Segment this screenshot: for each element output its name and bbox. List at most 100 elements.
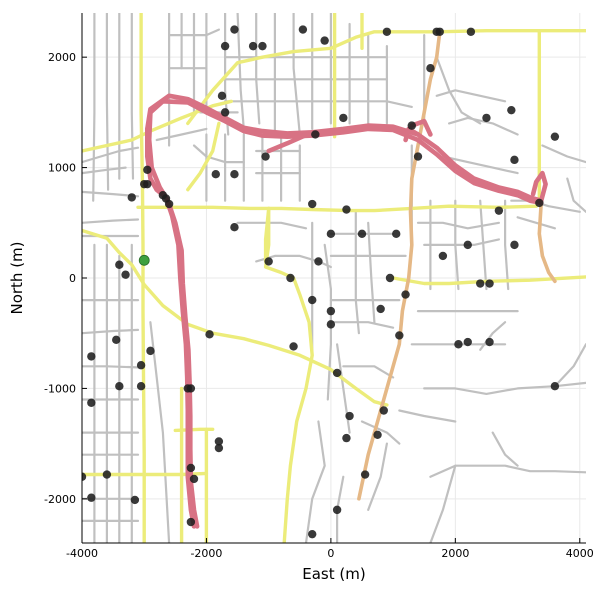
data-point-35 bbox=[143, 165, 152, 174]
local-road-14 bbox=[105, 13, 110, 191]
local-road-30 bbox=[236, 13, 245, 130]
data-point-72 bbox=[379, 406, 388, 415]
highway-road-7 bbox=[266, 130, 315, 154]
local-road-80 bbox=[541, 144, 586, 164]
data-point-25 bbox=[463, 337, 472, 347]
data-point-28 bbox=[413, 152, 423, 161]
local-road-3 bbox=[82, 218, 140, 224]
data-point-86 bbox=[360, 470, 370, 479]
highway-road-5 bbox=[403, 126, 421, 143]
data-point-15 bbox=[550, 132, 560, 141]
data-point-76 bbox=[186, 463, 196, 473]
data-point-0 bbox=[217, 91, 227, 101]
data-point-30 bbox=[311, 130, 320, 139]
data-point-70 bbox=[186, 384, 196, 393]
data-point-63 bbox=[146, 346, 155, 356]
data-point-34 bbox=[230, 170, 239, 179]
local-road-87 bbox=[398, 409, 457, 423]
data-point-61 bbox=[87, 352, 96, 361]
data-point-50 bbox=[314, 257, 323, 266]
local-road-77 bbox=[504, 199, 510, 291]
local-road-91 bbox=[491, 431, 519, 467]
data-point-78 bbox=[214, 437, 224, 446]
data-point-24 bbox=[454, 340, 463, 349]
data-point-13 bbox=[482, 113, 491, 123]
data-point-84 bbox=[186, 517, 196, 527]
y-tick-label-4: 2000 bbox=[48, 51, 76, 64]
data-point-19 bbox=[510, 240, 519, 250]
data-point-82 bbox=[87, 493, 96, 502]
data-point-44 bbox=[230, 223, 239, 232]
data-point-38 bbox=[127, 193, 136, 202]
local-road-65 bbox=[360, 420, 401, 445]
data-point-10 bbox=[435, 27, 444, 36]
x-tick-label-1: -2000 bbox=[190, 547, 222, 560]
local-road-6 bbox=[82, 328, 140, 335]
data-point-58 bbox=[121, 270, 130, 279]
local-road-86 bbox=[553, 343, 586, 388]
local-road-63 bbox=[329, 321, 395, 329]
x-tick-label-4: 4000 bbox=[566, 547, 594, 560]
highway-road-3 bbox=[148, 99, 544, 206]
local-road-28 bbox=[155, 127, 208, 142]
data-point-81 bbox=[102, 470, 112, 479]
data-point-74 bbox=[342, 433, 351, 443]
arterial-road-9 bbox=[186, 121, 221, 192]
highway-road-6 bbox=[409, 118, 433, 137]
data-point-57 bbox=[395, 331, 404, 340]
data-point-48 bbox=[264, 257, 273, 266]
local-road-85 bbox=[423, 381, 586, 395]
data-point-49 bbox=[286, 273, 295, 283]
data-point-43 bbox=[342, 205, 351, 214]
x-tick-label-2: 0 bbox=[327, 547, 334, 560]
data-point-73 bbox=[345, 411, 354, 421]
arterial-road-13 bbox=[391, 275, 586, 286]
data-point-31 bbox=[339, 113, 348, 123]
data-point-22 bbox=[476, 279, 485, 288]
local-road-71 bbox=[441, 155, 519, 175]
data-point-11 bbox=[466, 27, 476, 36]
data-point-55 bbox=[376, 304, 385, 314]
x-tick-label-0: -4000 bbox=[66, 547, 98, 560]
data-point-67 bbox=[136, 382, 146, 391]
ramp-road-1 bbox=[537, 201, 557, 284]
data-point-41 bbox=[164, 199, 174, 209]
data-point-42 bbox=[308, 199, 317, 209]
data-point-69 bbox=[87, 398, 96, 407]
data-point-6 bbox=[298, 25, 308, 34]
local-road-47 bbox=[192, 144, 245, 164]
data-point-60 bbox=[112, 335, 121, 345]
x-axis-title: East (m) bbox=[302, 565, 365, 583]
local-road-76 bbox=[479, 199, 488, 291]
data-point-71 bbox=[332, 368, 342, 378]
data-point-16 bbox=[510, 155, 519, 165]
data-point-80 bbox=[82, 472, 87, 481]
arterial-road-6 bbox=[173, 427, 215, 433]
data-point-64 bbox=[205, 330, 214, 339]
data-points bbox=[82, 25, 560, 539]
highway-road-4 bbox=[530, 170, 548, 203]
arterial-road-10 bbox=[263, 206, 314, 543]
data-point-77 bbox=[189, 474, 199, 484]
data-point-46 bbox=[357, 229, 367, 239]
arterial-road-1 bbox=[186, 29, 586, 126]
data-point-37 bbox=[143, 179, 152, 189]
data-point-47 bbox=[392, 229, 401, 239]
data-point-23 bbox=[485, 279, 494, 288]
arterial-road-15 bbox=[263, 206, 271, 264]
data-point-32 bbox=[261, 152, 270, 161]
data-point-52 bbox=[326, 306, 336, 316]
highlight-point bbox=[138, 254, 150, 266]
data-point-45 bbox=[326, 229, 336, 239]
local-road-69 bbox=[435, 89, 507, 103]
data-point-56 bbox=[326, 320, 336, 329]
data-point-27 bbox=[550, 382, 560, 391]
data-point-21 bbox=[438, 251, 448, 261]
local-road-64 bbox=[342, 365, 395, 379]
highway-road-2 bbox=[145, 93, 544, 203]
data-point-85 bbox=[332, 505, 342, 515]
data-point-53 bbox=[385, 273, 395, 283]
local-road-75 bbox=[454, 199, 460, 291]
local-road-13 bbox=[92, 13, 96, 202]
